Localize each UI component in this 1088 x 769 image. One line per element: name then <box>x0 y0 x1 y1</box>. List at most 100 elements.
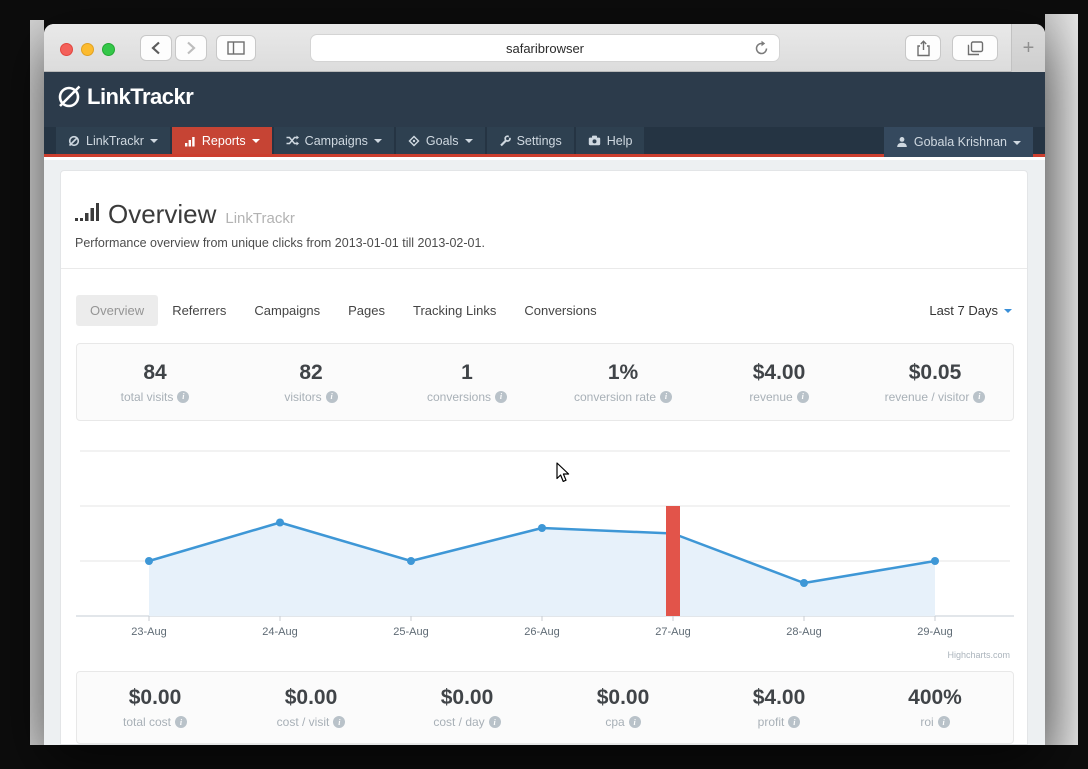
zoom-window-button[interactable] <box>102 43 115 56</box>
nav-item-linktrackr[interactable]: LinkTrackr <box>56 127 170 154</box>
stat-value: 1 <box>461 360 473 384</box>
nav-item-help[interactable]: Help <box>575 127 645 154</box>
back-chevron-icon <box>151 41 160 55</box>
close-window-button[interactable] <box>60 43 73 56</box>
info-icon[interactable] <box>628 716 641 728</box>
nav-item-goals[interactable]: Goals <box>395 127 485 154</box>
tab-overview[interactable]: Overview <box>76 294 159 326</box>
report-bars-icon <box>75 203 99 221</box>
nav-label: LinkTrackr <box>86 133 144 148</box>
shuffle-icon <box>286 135 299 146</box>
new-tab-button[interactable] <box>1011 24 1045 72</box>
nav-label: Settings <box>516 133 562 148</box>
nav-label: Campaigns <box>304 133 368 148</box>
tab-pages[interactable]: Pages <box>348 302 386 318</box>
chart-x-tick-label: 24-Aug <box>262 626 297 638</box>
nav-item-reports[interactable]: Reports <box>171 127 272 154</box>
info-icon[interactable] <box>325 390 338 403</box>
nav-label: Help <box>606 133 633 148</box>
stat-revenue: $4.00 revenue <box>701 344 857 420</box>
chevron-down-icon <box>1004 308 1012 313</box>
nav-item-campaigns[interactable]: Campaigns <box>273 127 394 154</box>
stat-label: revenue / visitor <box>884 389 970 404</box>
tab-campaigns[interactable]: Campaigns <box>254 302 321 318</box>
stats-row-bottom: $0.00 total cost $0.00 cost / visit $0.0… <box>76 671 1014 744</box>
user-menu[interactable]: Gobala Krishnan <box>883 127 1033 157</box>
address-bar[interactable]: safaribrowser <box>310 34 780 62</box>
info-icon[interactable] <box>488 716 501 728</box>
linktrackr-logo-icon <box>58 85 81 108</box>
chart-x-tick-label: 28-Aug <box>786 626 821 638</box>
stat-value: 400% <box>908 686 962 709</box>
share-button[interactable] <box>905 35 941 61</box>
stat-value: $0.00 <box>596 686 650 709</box>
chevron-down-icon <box>373 139 382 143</box>
chevron-down-icon <box>464 139 473 143</box>
info-icon[interactable] <box>796 390 809 403</box>
info-icon[interactable] <box>495 390 508 403</box>
sidebar-toggle-button[interactable] <box>216 35 256 61</box>
stat-label: cost / day <box>433 715 485 729</box>
stat-label: total visits <box>120 389 174 404</box>
chart-highlight-column <box>666 506 680 616</box>
chart-point-marker <box>800 579 808 587</box>
stat-conversion-rate: 1% conversion rate <box>545 344 701 420</box>
stat-label: cpa <box>605 715 625 729</box>
refresh-button[interactable] <box>753 40 770 57</box>
window-controls <box>60 43 115 56</box>
info-icon[interactable] <box>333 716 346 728</box>
chart-point-marker <box>931 557 939 565</box>
chart-x-tick-label: 27-Aug <box>655 626 690 638</box>
bar-chart-icon <box>184 136 195 146</box>
forward-button[interactable] <box>175 35 207 61</box>
site-header: LinkTrackr <box>44 72 1045 127</box>
stat-value: 82 <box>299 360 323 384</box>
nav-item-settings[interactable]: Settings <box>486 127 574 154</box>
info-icon[interactable] <box>177 390 190 403</box>
show-tabs-button[interactable] <box>952 35 998 61</box>
page-background: Overview LinkTrackr Performance overview… <box>44 160 1045 745</box>
stat-label: revenue <box>749 389 793 404</box>
chart-point-marker <box>407 557 415 565</box>
back-button[interactable] <box>140 35 172 61</box>
content-card: Overview LinkTrackr Performance overview… <box>60 170 1028 745</box>
share-icon <box>916 39 930 56</box>
chart-point-marker <box>538 524 546 532</box>
stat-label: visitors <box>284 389 322 404</box>
stat-value: 84 <box>143 360 167 384</box>
stat-total-visits: 84 total visits <box>77 344 233 420</box>
info-icon[interactable] <box>660 390 673 403</box>
stat-total-cost: $0.00 total cost <box>77 672 233 743</box>
tab-conversions[interactable]: Conversions <box>524 302 597 318</box>
browser-chrome: safaribrowser <box>44 24 1045 72</box>
chart-x-tick-label: 25-Aug <box>393 626 428 638</box>
stat-roi: 400% roi <box>857 672 1013 743</box>
stat-conversions: 1 conversions <box>389 344 545 420</box>
date-range-dropdown[interactable]: Last 7 Days <box>929 303 1012 318</box>
stat-value: 1% <box>607 360 639 384</box>
page-subtitle: Performance overview from unique clicks … <box>75 236 485 250</box>
chart-x-tick-label: 26-Aug <box>524 626 559 638</box>
chart-x-tick-label: 23-Aug <box>131 626 166 638</box>
stat-cost-per-visit: $0.00 cost / visit <box>233 672 389 743</box>
stat-label: conversion rate <box>573 389 657 404</box>
stat-visitors: 82 visitors <box>233 344 389 420</box>
stat-label: total cost <box>122 715 172 729</box>
minimize-window-button[interactable] <box>81 43 94 56</box>
nav-label: Reports <box>201 133 246 148</box>
site-logo[interactable]: LinkTrackr <box>56 84 194 110</box>
info-icon[interactable] <box>937 716 950 728</box>
wrench-icon <box>499 134 511 146</box>
stat-label: conversions <box>426 389 492 404</box>
tab-referrers[interactable]: Referrers <box>172 302 227 318</box>
info-icon[interactable] <box>175 716 188 728</box>
report-header: Overview LinkTrackr Performance overview… <box>61 171 1027 269</box>
info-icon[interactable] <box>788 716 801 728</box>
tabs-overview-icon <box>967 40 983 55</box>
stat-label: cost / visit <box>276 715 330 729</box>
stat-profit: $4.00 profit <box>701 672 857 743</box>
refresh-icon <box>755 40 768 55</box>
tab-tracking-links[interactable]: Tracking Links <box>413 302 497 318</box>
info-icon[interactable] <box>973 390 986 403</box>
